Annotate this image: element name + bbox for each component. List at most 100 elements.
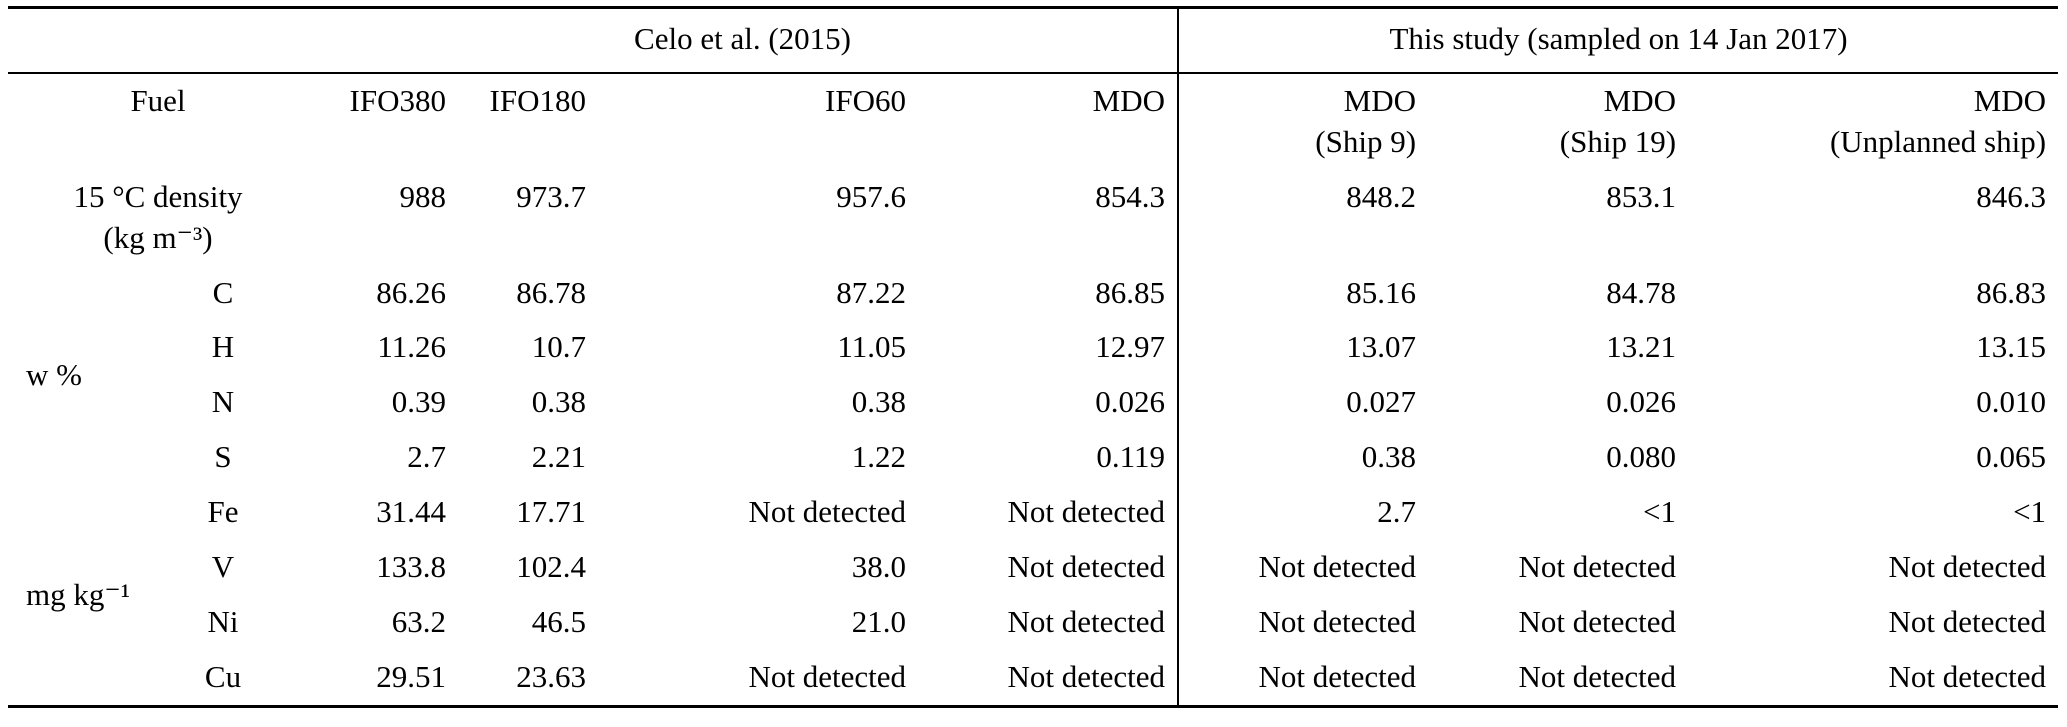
value-cell: 63.2 <box>391 603 446 639</box>
value-cell: 0.027 <box>1177 375 1429 431</box>
value-cell: 0.065 <box>1976 439 2047 475</box>
value-cell: 848.2 <box>1177 169 1429 266</box>
value-cell: 0.026 <box>1606 384 1677 420</box>
column-header-line1: MDO <box>1092 82 1166 118</box>
fuel-column-header: Fuel <box>130 82 186 118</box>
table-row: Cu 29.51 23.63 Not detected Not detected… <box>8 649 2058 707</box>
table-row: V 133.8 102.4 38.0 Not detected Not dete… <box>8 540 2058 595</box>
value-cell: 988 <box>399 178 447 214</box>
column-header-mdo: MDO <box>918 73 1178 170</box>
row-label: S <box>214 439 232 475</box>
value-cell: 957.6 <box>836 178 906 214</box>
value-cell: 846.3 <box>1976 178 2047 214</box>
value-cell: Not detected <box>1177 649 1429 707</box>
column-header-line2: (Unplanned ship) <box>1829 123 2047 159</box>
value-cell: 133.8 <box>376 549 446 585</box>
column-header-row: Fuel IFO380 IFO180 IFO60 MDO MDO (Ship 9… <box>8 72 2058 170</box>
value-cell: Not detected <box>1177 594 1429 650</box>
value-cell: 0.026 <box>1095 384 1166 420</box>
page-container: Celo et al. (2015) This study (sampled o… <box>8 6 2059 708</box>
column-header-mdo-ship19: MDO (Ship 19) <box>1428 73 1688 170</box>
value-cell: Not detected <box>1007 494 1166 530</box>
column-header-line1: MDO <box>1973 82 2047 118</box>
value-cell: Not detected <box>748 658 906 694</box>
value-cell: 84.78 <box>1606 274 1677 310</box>
value-cell: Not detected <box>1518 603 1677 639</box>
value-cell: 13.07 <box>1177 320 1429 376</box>
value-cell: 0.39 <box>391 384 446 420</box>
row-label: V <box>211 549 235 585</box>
column-header-ifo380: IFO380 <box>308 73 458 170</box>
table-row: S 2.7 2.21 1.22 0.119 0.38 0.080 0.065 <box>8 430 2058 486</box>
table-row: Ni 63.2 46.5 21.0 Not detected Not detec… <box>8 594 2058 650</box>
value-cell: 973.7 <box>516 178 586 214</box>
column-header-mdo-ship9: MDO (Ship 9) <box>1177 72 1429 170</box>
column-header-line2: (Ship 19) <box>1559 123 1677 159</box>
column-header-ifo60: IFO60 <box>598 73 918 170</box>
value-cell: 17.71 <box>516 494 586 530</box>
density-label-line2: (kg m⁻³) <box>103 219 213 255</box>
value-cell: 13.21 <box>1606 329 1677 365</box>
value-cell: 0.38 <box>531 384 586 420</box>
table-row: w % C 86.26 86.78 87.22 86.85 85.16 84.7… <box>8 265 2058 392</box>
value-cell: Not detected <box>1007 549 1166 585</box>
value-cell: 86.83 <box>1976 274 2047 310</box>
column-header-line1: IFO60 <box>825 82 906 118</box>
value-cell: <1 <box>2013 494 2047 530</box>
column-header-line1: MDO <box>1603 82 1677 118</box>
table-row: H 11.26 10.7 11.05 12.97 13.07 13.21 13.… <box>8 320 2058 376</box>
value-cell: 11.26 <box>377 329 446 365</box>
density-label-line1: 15 °C density <box>73 178 243 214</box>
value-cell: Not detected <box>1007 603 1166 639</box>
value-cell: 86.85 <box>1095 274 1166 310</box>
value-cell: Not detected <box>1007 658 1166 694</box>
row-group-label-w-percent: w % <box>26 356 82 392</box>
value-cell: Not detected <box>1888 658 2047 694</box>
table-row: N 0.39 0.38 0.38 0.026 0.027 0.026 0.010 <box>8 375 2058 431</box>
row-group-label-mg-kg: mg kg⁻¹ <box>26 576 131 612</box>
value-cell: 2.7 <box>1177 485 1429 541</box>
span-header-celo: Celo et al. (2015) <box>308 7 1179 74</box>
value-cell: Not detected <box>1888 603 2047 639</box>
span-header-this-study: This study (sampled on 14 Jan 2017) <box>1177 7 2059 74</box>
row-label: C <box>212 274 234 310</box>
value-cell: 31.44 <box>376 494 446 530</box>
value-cell: 2.7 <box>407 439 446 475</box>
value-cell: 0.119 <box>1096 439 1166 475</box>
row-label: N <box>211 384 235 420</box>
value-cell: 86.78 <box>516 274 586 310</box>
row-label: Fe <box>207 494 239 530</box>
value-cell: 85.16 <box>1177 265 1429 321</box>
value-cell: 13.15 <box>1976 329 2047 365</box>
value-cell: 0.38 <box>1177 430 1429 486</box>
row-label: Ni <box>207 603 239 639</box>
value-cell: <1 <box>1643 494 1677 530</box>
value-cell: 1.22 <box>851 439 906 475</box>
value-cell: 10.7 <box>531 329 586 365</box>
value-cell: 29.51 <box>376 658 446 694</box>
value-cell: Not detected <box>1518 658 1677 694</box>
value-cell: 12.97 <box>1095 329 1166 365</box>
value-cell: 11.05 <box>837 329 906 365</box>
table-row: mg kg⁻¹ Fe 31.44 17.71 Not detected Not … <box>8 485 2058 612</box>
value-cell: Not detected <box>1888 549 2047 585</box>
value-cell: 2.21 <box>531 439 586 475</box>
value-cell: 0.38 <box>851 384 906 420</box>
density-row: 15 °C density (kg m⁻³) 988 973.7 957.6 8… <box>8 169 2058 266</box>
value-cell: 853.1 <box>1606 178 1677 214</box>
column-header-line2: (Ship 9) <box>1315 123 1417 159</box>
column-header-mdo-unplanned: MDO (Unplanned ship) <box>1688 73 2058 170</box>
value-cell: 38.0 <box>851 549 906 585</box>
fuel-properties-table: Celo et al. (2015) This study (sampled o… <box>8 6 2059 708</box>
value-cell: 86.26 <box>376 274 446 310</box>
column-header-line1: IFO380 <box>349 82 446 118</box>
density-row-label: 15 °C density (kg m⁻³) <box>8 170 308 266</box>
column-header-line1: MDO <box>1343 82 1417 118</box>
value-cell: Not detected <box>1518 549 1677 585</box>
value-cell: 87.22 <box>836 274 906 310</box>
value-cell: 46.5 <box>531 603 586 639</box>
column-header-ifo180: IFO180 <box>458 73 598 170</box>
value-cell: 0.010 <box>1976 384 2047 420</box>
span-header-empty <box>8 7 308 74</box>
row-label: H <box>211 329 235 365</box>
